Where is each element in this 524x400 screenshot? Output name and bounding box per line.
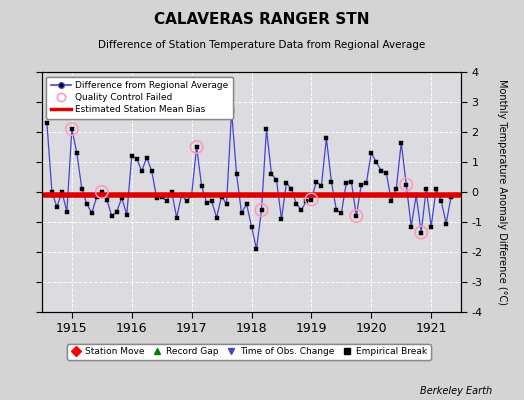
Point [97, 189, 106, 195]
Point [307, 196, 315, 203]
Point [352, 213, 361, 219]
Y-axis label: Monthly Temperature Anomaly Difference (°C): Monthly Temperature Anomaly Difference (… [497, 79, 507, 305]
Point [257, 207, 266, 213]
Point [192, 144, 201, 150]
Point [68, 126, 76, 132]
Point [417, 229, 425, 236]
Text: Difference of Station Temperature Data from Regional Average: Difference of Station Temperature Data f… [99, 40, 425, 50]
Text: CALAVERAS RANGER STN: CALAVERAS RANGER STN [154, 12, 370, 27]
Legend: Station Move, Record Gap, Time of Obs. Change, Empirical Break: Station Move, Record Gap, Time of Obs. C… [67, 344, 431, 360]
Text: Berkeley Earth: Berkeley Earth [420, 386, 493, 396]
Legend: Difference from Regional Average, Quality Control Failed, Estimated Station Mean: Difference from Regional Average, Qualit… [47, 76, 233, 119]
Point [402, 181, 410, 188]
